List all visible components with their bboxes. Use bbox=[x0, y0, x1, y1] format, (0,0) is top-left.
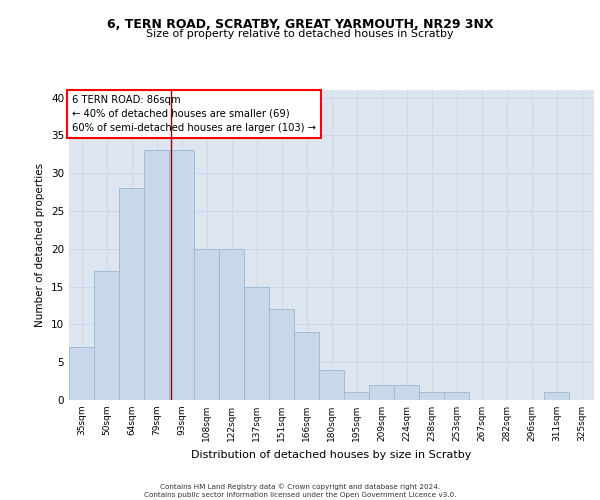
Text: 6 TERN ROAD: 86sqm
← 40% of detached houses are smaller (69)
60% of semi-detache: 6 TERN ROAD: 86sqm ← 40% of detached hou… bbox=[71, 94, 316, 132]
Text: Contains HM Land Registry data © Crown copyright and database right 2024.
Contai: Contains HM Land Registry data © Crown c… bbox=[144, 484, 456, 498]
X-axis label: Distribution of detached houses by size in Scratby: Distribution of detached houses by size … bbox=[191, 450, 472, 460]
Bar bbox=[319, 370, 344, 400]
Bar bbox=[544, 392, 569, 400]
Bar bbox=[344, 392, 369, 400]
Bar bbox=[369, 385, 394, 400]
Bar bbox=[394, 385, 419, 400]
Bar bbox=[269, 310, 294, 400]
Text: 6, TERN ROAD, SCRATBY, GREAT YARMOUTH, NR29 3NX: 6, TERN ROAD, SCRATBY, GREAT YARMOUTH, N… bbox=[107, 18, 493, 30]
Text: Size of property relative to detached houses in Scratby: Size of property relative to detached ho… bbox=[146, 29, 454, 39]
Bar bbox=[69, 347, 94, 400]
Bar bbox=[419, 392, 444, 400]
Bar bbox=[244, 286, 269, 400]
Bar bbox=[219, 249, 244, 400]
Bar bbox=[169, 150, 194, 400]
Bar bbox=[119, 188, 144, 400]
Bar bbox=[94, 272, 119, 400]
Bar bbox=[194, 249, 219, 400]
Bar bbox=[294, 332, 319, 400]
Bar bbox=[144, 150, 169, 400]
Bar bbox=[444, 392, 469, 400]
Y-axis label: Number of detached properties: Number of detached properties bbox=[35, 163, 46, 327]
